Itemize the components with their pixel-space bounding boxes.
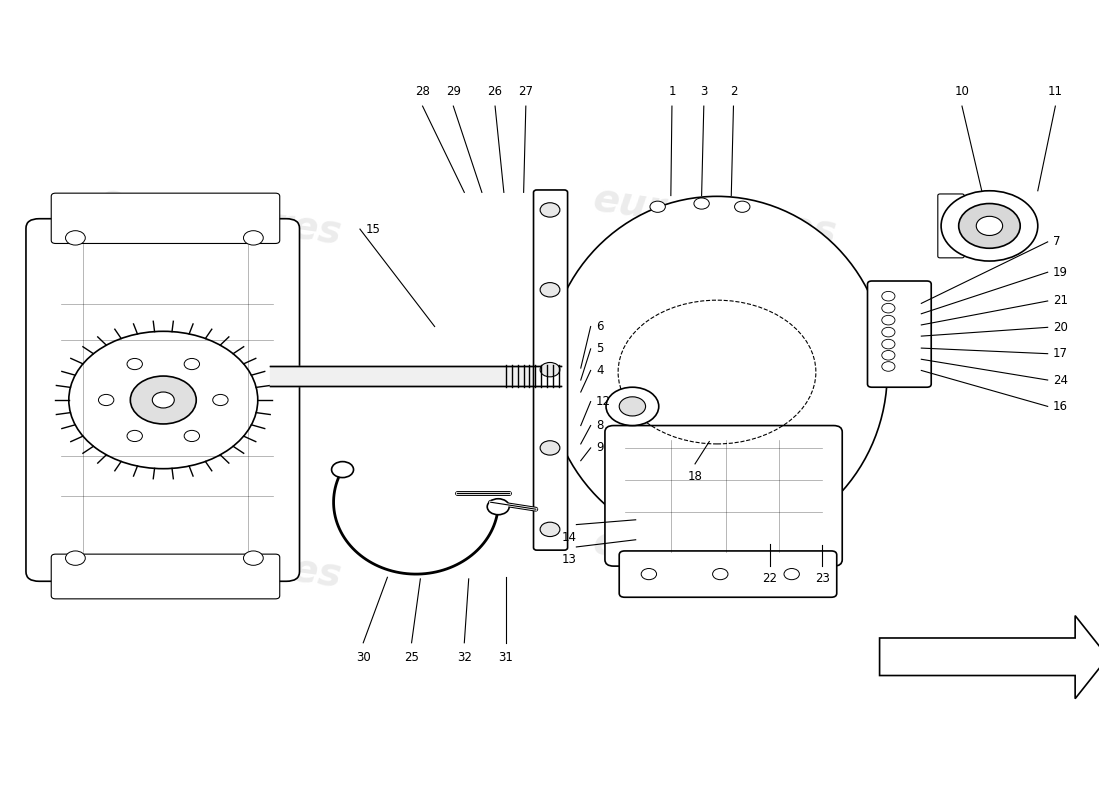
Circle shape [606, 387, 659, 426]
Circle shape [540, 441, 560, 455]
Text: 7: 7 [1053, 235, 1060, 248]
FancyBboxPatch shape [868, 281, 932, 387]
Ellipse shape [547, 196, 888, 548]
FancyBboxPatch shape [52, 193, 279, 243]
Circle shape [130, 376, 196, 424]
FancyBboxPatch shape [605, 426, 843, 566]
Text: 18: 18 [688, 470, 703, 483]
Text: 10: 10 [955, 85, 969, 98]
FancyBboxPatch shape [26, 218, 299, 582]
Circle shape [882, 315, 895, 325]
Polygon shape [880, 616, 1100, 698]
Text: eurospares: eurospares [96, 524, 344, 596]
Circle shape [66, 230, 86, 245]
Circle shape [882, 327, 895, 337]
Text: 17: 17 [1053, 347, 1068, 360]
Circle shape [184, 430, 199, 442]
Text: 32: 32 [456, 650, 472, 664]
Text: 13: 13 [561, 554, 576, 566]
Circle shape [882, 350, 895, 360]
FancyBboxPatch shape [938, 194, 965, 258]
Text: 8: 8 [596, 419, 604, 432]
Text: 20: 20 [1053, 321, 1068, 334]
Text: 19: 19 [1053, 266, 1068, 278]
Circle shape [540, 362, 560, 377]
Circle shape [243, 551, 263, 566]
Circle shape [99, 394, 114, 406]
Text: 6: 6 [596, 320, 604, 333]
Text: 23: 23 [815, 573, 829, 586]
Circle shape [882, 339, 895, 349]
Circle shape [540, 282, 560, 297]
Circle shape [735, 201, 750, 212]
Circle shape [882, 362, 895, 371]
Text: 12: 12 [596, 395, 612, 408]
Circle shape [540, 202, 560, 217]
Text: 22: 22 [762, 573, 778, 586]
Text: eurospares: eurospares [591, 181, 839, 252]
Text: eurospares: eurospares [96, 181, 344, 252]
Text: 27: 27 [518, 85, 534, 98]
Circle shape [540, 522, 560, 537]
Circle shape [713, 569, 728, 580]
FancyBboxPatch shape [619, 551, 837, 598]
Circle shape [619, 397, 646, 416]
Circle shape [977, 216, 1002, 235]
Circle shape [212, 394, 228, 406]
Circle shape [959, 203, 1020, 248]
Text: 29: 29 [446, 85, 461, 98]
Text: 26: 26 [487, 85, 503, 98]
Circle shape [126, 430, 142, 442]
Circle shape [784, 569, 800, 580]
Text: 30: 30 [356, 650, 371, 664]
Text: 9: 9 [596, 442, 604, 454]
Text: 2: 2 [729, 85, 737, 98]
Circle shape [650, 201, 666, 212]
Circle shape [882, 303, 895, 313]
Circle shape [66, 551, 86, 566]
Circle shape [942, 190, 1037, 261]
Text: 21: 21 [1053, 294, 1068, 307]
Text: 15: 15 [365, 222, 381, 235]
Text: 1: 1 [668, 85, 675, 98]
FancyBboxPatch shape [52, 554, 279, 599]
Circle shape [152, 392, 174, 408]
Text: 14: 14 [561, 531, 576, 544]
Text: eurospares: eurospares [591, 524, 839, 596]
Circle shape [243, 230, 263, 245]
Circle shape [882, 291, 895, 301]
Circle shape [184, 358, 199, 370]
Circle shape [641, 569, 657, 580]
Text: 11: 11 [1048, 85, 1063, 98]
Circle shape [126, 358, 142, 370]
Circle shape [331, 462, 353, 478]
Text: 31: 31 [498, 650, 514, 664]
Text: 16: 16 [1053, 400, 1068, 413]
Circle shape [694, 198, 710, 209]
Text: 25: 25 [404, 650, 419, 664]
Circle shape [487, 498, 509, 514]
Text: 4: 4 [596, 364, 604, 377]
Text: 28: 28 [415, 85, 430, 98]
Text: 24: 24 [1053, 374, 1068, 386]
Text: 5: 5 [596, 342, 604, 355]
Text: 3: 3 [700, 85, 707, 98]
FancyBboxPatch shape [534, 190, 568, 550]
